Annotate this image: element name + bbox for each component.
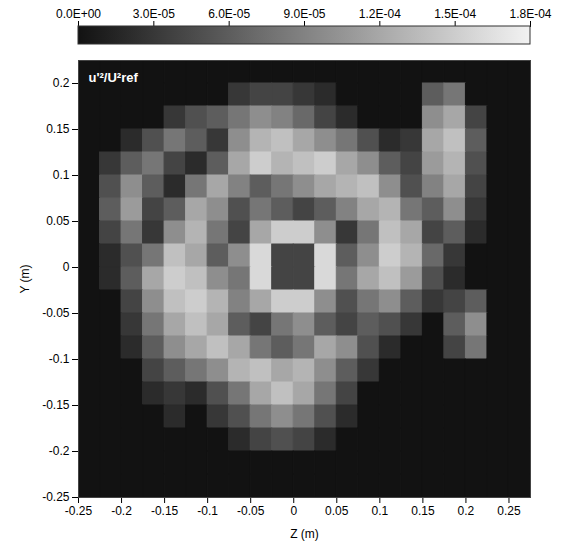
svg-text:-0.1: -0.1 — [49, 352, 70, 366]
svg-text:0.0E+00: 0.0E+00 — [56, 7, 101, 21]
svg-text:0.05: 0.05 — [325, 504, 349, 518]
svg-text:-0.15: -0.15 — [151, 504, 179, 518]
svg-text:0: 0 — [63, 260, 70, 274]
svg-text:0.1: 0.1 — [371, 504, 388, 518]
svg-text:-0.2: -0.2 — [111, 504, 132, 518]
svg-text:6.0E-05: 6.0E-05 — [208, 7, 250, 21]
svg-text:0.05: 0.05 — [46, 214, 70, 228]
svg-text:1.8E-04: 1.8E-04 — [509, 7, 551, 21]
svg-text:Y (m): Y (m) — [18, 264, 32, 293]
svg-text:-0.05: -0.05 — [237, 504, 265, 518]
svg-text:u'²/U²ref: u'²/U²ref — [89, 70, 139, 85]
svg-text:3.0E-05: 3.0E-05 — [133, 7, 175, 21]
svg-text:-0.05: -0.05 — [42, 306, 70, 320]
svg-text:0: 0 — [290, 504, 297, 518]
svg-text:0.15: 0.15 — [46, 122, 70, 136]
svg-text:-0.1: -0.1 — [197, 504, 218, 518]
svg-text:Z (m): Z (m) — [290, 527, 319, 541]
svg-text:-0.25: -0.25 — [42, 490, 70, 504]
svg-text:9.0E-05: 9.0E-05 — [283, 7, 325, 21]
svg-text:0.1: 0.1 — [53, 168, 70, 182]
svg-text:-0.15: -0.15 — [42, 398, 70, 412]
svg-text:-0.25: -0.25 — [65, 504, 93, 518]
svg-text:1.2E-04: 1.2E-04 — [359, 7, 401, 21]
svg-text:0.25: 0.25 — [497, 504, 521, 518]
svg-text:0.15: 0.15 — [411, 504, 435, 518]
svg-text:1.5E-04: 1.5E-04 — [434, 7, 476, 21]
svg-text:0.2: 0.2 — [53, 76, 70, 90]
svg-text:0.2: 0.2 — [458, 504, 475, 518]
svg-text:-0.2: -0.2 — [49, 444, 70, 458]
